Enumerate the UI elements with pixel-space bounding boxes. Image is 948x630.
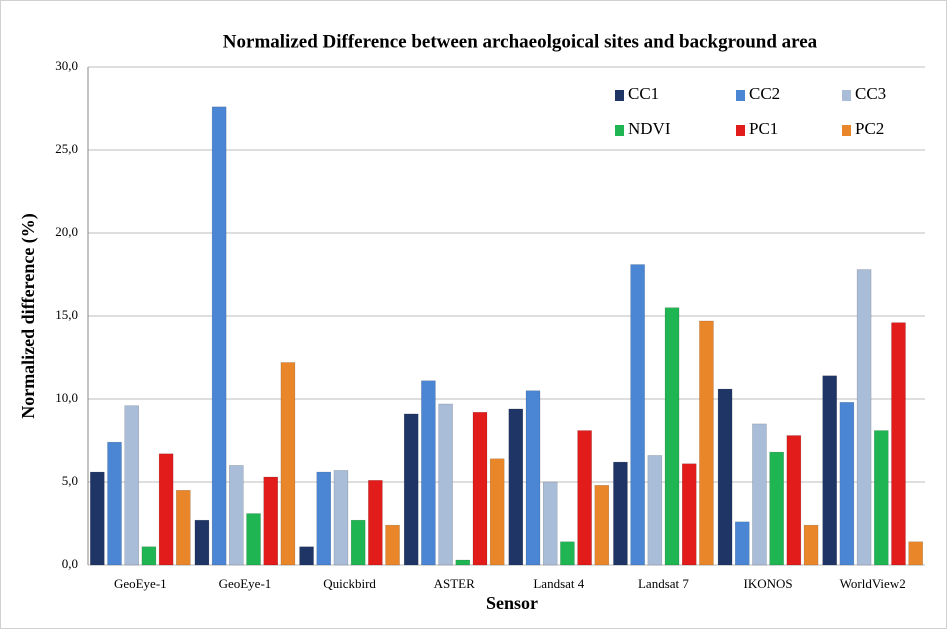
y-tick-label: 30,0 [55, 58, 78, 73]
bar [246, 513, 261, 566]
bar [803, 524, 819, 566]
bar [316, 471, 332, 566]
legend-label: CC2 [749, 84, 780, 103]
bar [735, 521, 750, 566]
x-tick-label: IKONOS [744, 576, 793, 591]
y-tick-label: 5,0 [62, 473, 78, 488]
bar [368, 480, 383, 566]
x-tick-label: Quickbird [323, 576, 376, 591]
bar [438, 403, 453, 566]
legend-label: PC2 [855, 119, 884, 138]
bar [403, 413, 419, 566]
bar [647, 455, 663, 566]
bar [229, 465, 244, 566]
bar [263, 476, 278, 566]
y-tick-label: 20,0 [55, 224, 78, 239]
bar [90, 471, 105, 566]
chart-title: Normalized Difference between archaeolgo… [223, 31, 818, 52]
y-tick-label: 10,0 [55, 390, 78, 405]
bar [839, 402, 855, 566]
bar [699, 320, 714, 566]
bar [124, 405, 139, 566]
legend-swatch [736, 90, 745, 101]
bar [681, 463, 697, 566]
bar [594, 485, 610, 566]
bar [455, 559, 471, 566]
bar [874, 430, 889, 566]
bar [489, 458, 505, 566]
bar [141, 546, 157, 566]
bar [577, 430, 592, 566]
legend-swatch [736, 125, 745, 136]
bar [717, 388, 733, 566]
bar [856, 269, 872, 566]
x-tick-label: Landsat 7 [638, 576, 689, 591]
bar [350, 519, 366, 566]
bar [752, 423, 767, 566]
legend-swatch [615, 90, 624, 101]
legend-swatch [615, 125, 624, 136]
bar [385, 524, 400, 566]
bar [891, 322, 906, 566]
y-tick-label: 25,0 [55, 141, 78, 156]
bar [769, 451, 784, 566]
bar [107, 441, 122, 566]
bar [822, 375, 837, 566]
y-tick-label: 15,0 [55, 307, 78, 322]
bar [280, 362, 296, 566]
x-axis-label: Sensor [486, 593, 538, 613]
x-tick-label: ASTER [434, 576, 476, 591]
bar [542, 481, 558, 566]
x-tick-label: Landsat 4 [533, 576, 584, 591]
bar [158, 453, 174, 566]
legend-label: PC1 [749, 119, 778, 138]
legend-label: CC1 [628, 84, 659, 103]
bar [333, 470, 349, 566]
bar [613, 461, 628, 566]
bar [525, 390, 541, 566]
bar [786, 435, 802, 566]
bar [194, 519, 210, 566]
x-tick-label: GeoEye-1 [219, 576, 272, 591]
bar [421, 380, 436, 566]
y-axis-label: Normalized difference (%) [18, 213, 39, 419]
legend-swatch [842, 125, 851, 136]
bar [211, 106, 227, 566]
x-tick-label: WorldView2 [840, 576, 906, 591]
x-tick-label: GeoEye-1 [114, 576, 167, 591]
bar [472, 412, 488, 566]
bar [299, 546, 314, 566]
bar [664, 307, 680, 566]
legend-label: CC3 [855, 84, 886, 103]
bar [508, 408, 524, 566]
bar [176, 490, 191, 566]
y-tick-label: 0,0 [62, 556, 78, 571]
bar [560, 541, 575, 566]
bar [630, 264, 645, 566]
bar [908, 541, 923, 566]
legend-swatch [842, 90, 851, 101]
legend-label: NDVI [628, 119, 671, 138]
